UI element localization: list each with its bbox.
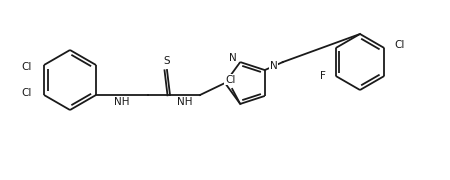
Text: NH: NH bbox=[177, 97, 193, 107]
Text: Cl: Cl bbox=[22, 62, 32, 72]
Text: Cl: Cl bbox=[22, 88, 32, 98]
Text: Cl: Cl bbox=[394, 40, 405, 50]
Text: Cl: Cl bbox=[225, 75, 235, 85]
Text: N: N bbox=[270, 61, 278, 71]
Text: NH: NH bbox=[114, 97, 130, 107]
Text: N: N bbox=[230, 53, 237, 63]
Text: S: S bbox=[164, 56, 170, 66]
Text: F: F bbox=[320, 71, 326, 81]
